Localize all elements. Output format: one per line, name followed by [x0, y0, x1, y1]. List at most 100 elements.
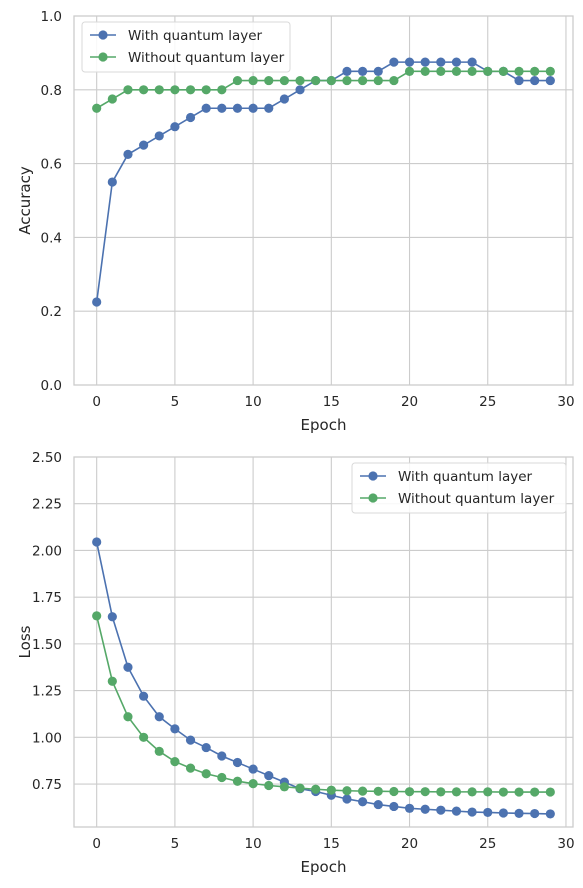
y-tick-label: 1.75	[32, 590, 62, 606]
data-point	[342, 66, 352, 76]
data-point	[498, 66, 508, 76]
data-point	[170, 724, 180, 734]
data-point	[279, 75, 289, 86]
data-point	[436, 66, 446, 76]
plot-area	[74, 457, 573, 827]
x-tick-label: 25	[479, 836, 496, 852]
data-point	[201, 85, 211, 95]
data-point	[107, 676, 117, 686]
data-point	[123, 85, 133, 95]
data-point	[483, 66, 493, 76]
y-tick-label: 0.2	[41, 304, 62, 320]
legend-label: Without quantum layer	[398, 491, 555, 507]
data-point	[420, 804, 430, 814]
data-point	[420, 57, 430, 67]
data-point	[185, 735, 196, 745]
data-point	[530, 808, 540, 819]
legend-marker	[98, 30, 108, 40]
data-point	[201, 769, 211, 779]
y-tick-label: 0.75	[32, 777, 62, 793]
data-point	[248, 75, 258, 86]
data-point	[483, 807, 493, 818]
y-tick-label: 1.00	[32, 730, 62, 746]
data-point	[389, 75, 399, 86]
legend-box	[351, 462, 567, 514]
data-point	[530, 66, 540, 76]
legend-label: With quantum layer	[128, 28, 263, 44]
y-axis-label: Accuracy	[16, 166, 34, 235]
x-tick-label: 10	[245, 836, 262, 852]
data-point	[139, 691, 149, 701]
data-point	[123, 149, 133, 159]
data-point	[217, 103, 227, 113]
data-point	[154, 712, 164, 722]
data-point	[185, 85, 196, 95]
data-point	[467, 807, 477, 817]
accuracy-panel: 0 5 10 15 20 25 30 0.0 0.2 0.4 0.6 0.8 1.0 Epoch Accur…	[16, 9, 575, 434]
data-point	[279, 94, 289, 104]
data-point	[326, 785, 336, 795]
data-point	[123, 662, 133, 672]
data-point	[154, 746, 164, 756]
data-point	[123, 712, 133, 722]
data-point	[342, 75, 352, 86]
data-point	[467, 57, 477, 67]
data-point	[451, 806, 462, 816]
data-point	[358, 797, 368, 807]
data-point	[264, 780, 274, 791]
data-point	[420, 787, 430, 797]
data-point	[373, 75, 383, 86]
data-point	[514, 787, 524, 797]
data-point	[342, 794, 352, 804]
legend-marker	[368, 471, 378, 481]
legend-marker	[98, 52, 108, 62]
data-point	[358, 66, 368, 76]
data-point	[498, 808, 508, 818]
data-point	[170, 756, 180, 767]
data-point	[154, 131, 164, 141]
x-tick-label: 5	[171, 394, 180, 410]
y-tick-label: 0.0	[41, 378, 62, 394]
x-tick-label: 0	[92, 394, 101, 410]
data-point	[139, 140, 149, 150]
data-point	[451, 787, 462, 797]
data-point	[295, 783, 305, 793]
plot-area	[74, 16, 573, 385]
data-point	[279, 782, 289, 792]
y-tick-label: 1.25	[32, 684, 62, 700]
data-point	[404, 803, 415, 813]
data-point	[467, 787, 477, 797]
x-tick-label: 25	[479, 394, 496, 410]
x-tick-label: 30	[557, 394, 574, 410]
data-point	[107, 612, 117, 622]
data-point	[545, 809, 555, 819]
data-point	[154, 85, 164, 95]
data-point	[514, 808, 524, 818]
data-point	[358, 786, 368, 796]
data-point	[295, 75, 305, 86]
data-point	[264, 75, 274, 86]
data-point	[483, 787, 493, 797]
data-point	[217, 85, 227, 95]
legend-box	[81, 21, 291, 73]
y-tick-label: 0.6	[41, 157, 62, 173]
data-point	[232, 776, 243, 786]
data-point	[404, 66, 415, 76]
axes-frame	[73, 15, 574, 386]
data-point	[217, 751, 227, 761]
y-tick-label: 0.8	[41, 83, 62, 99]
data-point	[107, 177, 117, 187]
data-point	[201, 103, 211, 113]
data-point	[232, 103, 243, 113]
x-tick-label: 10	[245, 394, 262, 410]
data-point	[373, 66, 383, 76]
data-point	[217, 772, 227, 783]
data-point	[248, 779, 258, 789]
data-point	[92, 297, 102, 307]
data-point	[170, 85, 180, 95]
data-point	[389, 786, 399, 797]
data-point	[436, 57, 446, 67]
data-point	[92, 611, 102, 621]
legend-label: With quantum layer	[398, 469, 533, 485]
